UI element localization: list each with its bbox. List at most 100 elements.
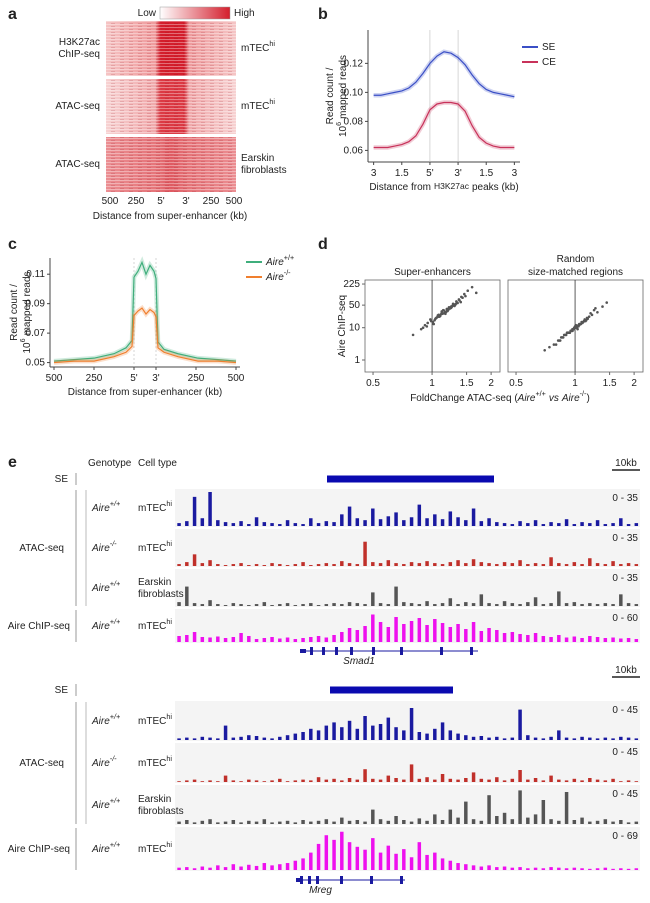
y-tick-label: 0.10 xyxy=(344,87,364,98)
signal-bar xyxy=(471,819,476,824)
x-axis-label-part: H3K27ac xyxy=(434,181,470,191)
point xyxy=(605,301,609,304)
signal-bar xyxy=(262,819,267,824)
signal-bar xyxy=(464,801,468,824)
signal-bar xyxy=(440,820,445,824)
cell-label-part: mTEC xyxy=(138,758,166,769)
line-band xyxy=(373,100,515,150)
signal-bar xyxy=(347,720,352,740)
x-tick-label-part: 0.5 xyxy=(366,378,380,389)
panel-label: c xyxy=(8,236,17,253)
signal-bar xyxy=(634,738,639,740)
signal-bar xyxy=(533,737,538,740)
signal-bar xyxy=(309,518,313,526)
signal-bar xyxy=(557,635,561,642)
y-tick-label-part: 50 xyxy=(349,300,361,311)
signal-bar xyxy=(433,814,437,824)
plot-title: Random xyxy=(557,254,595,265)
signal-bar xyxy=(510,867,515,870)
signal-bar xyxy=(588,737,592,740)
signal-bar xyxy=(270,637,274,642)
y-axis-label-part: Read count / xyxy=(9,284,20,341)
signal-bar xyxy=(626,822,631,824)
signal-bar xyxy=(231,637,236,642)
signal-bar xyxy=(247,864,251,870)
signal-bar xyxy=(332,839,336,870)
point xyxy=(429,319,433,323)
signal-bar xyxy=(324,835,329,870)
x-tick-label: 1.5 xyxy=(395,168,409,179)
signal-bar xyxy=(611,868,615,870)
x-axis-label-part: Distance from super-enhancer (kb) xyxy=(68,387,223,398)
gene-label-part: Mreg xyxy=(309,885,332,896)
signal-bar xyxy=(471,559,476,566)
signal-bar xyxy=(223,638,228,642)
signal-bar xyxy=(402,730,406,740)
x-tick-label: 250 xyxy=(188,373,205,384)
signal-bar xyxy=(611,523,615,526)
x-tick-label-part: 500 xyxy=(102,196,119,207)
cell-label: mTEChi xyxy=(241,39,275,54)
y-tick-label-part: 0.08 xyxy=(344,116,364,127)
signal-bar xyxy=(518,560,522,566)
signal-bar xyxy=(192,822,197,824)
signal-bar xyxy=(371,508,375,526)
signal-bar xyxy=(448,809,453,824)
signal-bar xyxy=(293,523,298,526)
signal-bar xyxy=(278,821,282,824)
x-tick-label: 250 xyxy=(203,196,220,207)
signal-bar xyxy=(185,586,189,606)
signal-bar xyxy=(262,565,267,566)
x-axis-label-part: Aire xyxy=(517,393,536,404)
signal-bar xyxy=(386,775,391,782)
signal-bar xyxy=(301,604,305,606)
exon xyxy=(300,649,306,653)
point xyxy=(425,325,429,328)
signal-bar xyxy=(301,779,305,782)
genotype-label-part: Aire xyxy=(91,758,110,769)
signal-bar xyxy=(456,733,460,740)
y-axis-label-part: Read count / xyxy=(325,67,336,124)
signal-bar xyxy=(239,736,243,740)
group-label: ATAC-seq xyxy=(19,543,64,554)
signal-bar xyxy=(549,637,553,642)
signal-bar xyxy=(386,604,391,606)
signal-bar xyxy=(371,592,375,606)
se-label-part: SE xyxy=(55,474,69,485)
signal-bar xyxy=(247,636,251,642)
signal-bar xyxy=(603,603,608,606)
signal-bar xyxy=(433,604,437,606)
y-axis-label: 106 mapped reads xyxy=(18,271,33,353)
point xyxy=(581,320,585,324)
y-tick-label-part: 0.10 xyxy=(344,87,364,98)
y-axis-label: Read count / xyxy=(9,284,20,341)
point xyxy=(456,301,459,305)
legend-label: SE xyxy=(542,42,556,53)
point xyxy=(548,345,551,349)
signal-bar xyxy=(254,865,259,870)
signal-bar xyxy=(588,523,592,526)
plot-title-part: size-matched regions xyxy=(528,267,623,278)
signal-bar xyxy=(270,738,274,740)
signal-bar xyxy=(394,853,398,870)
gene-label: Smad1 xyxy=(343,656,375,667)
x-tick-label-part: 1.5 xyxy=(460,378,474,389)
y-tick-label-part: 0.07 xyxy=(26,328,46,339)
signal-bar xyxy=(425,625,429,642)
x-tick-label: 3' xyxy=(454,168,462,179)
signal-bar xyxy=(603,564,608,566)
signal-bar xyxy=(192,738,197,740)
signal-bar xyxy=(223,867,228,870)
y-axis-label: Aire ChIP-seq xyxy=(337,295,348,357)
legend-label-part: -/- xyxy=(284,268,291,277)
signal-bar xyxy=(611,738,615,740)
x-tick-label-part: 3 xyxy=(512,168,518,179)
signal-bar xyxy=(394,563,398,566)
signal-bar xyxy=(479,820,484,824)
signal-bar xyxy=(332,522,336,526)
genotype-label: Aire+/+ xyxy=(91,579,120,594)
signal-bar xyxy=(619,820,623,824)
signal-bar xyxy=(223,775,228,782)
x-tick-label-part: 5' xyxy=(157,196,165,207)
signal-bar xyxy=(355,846,360,870)
